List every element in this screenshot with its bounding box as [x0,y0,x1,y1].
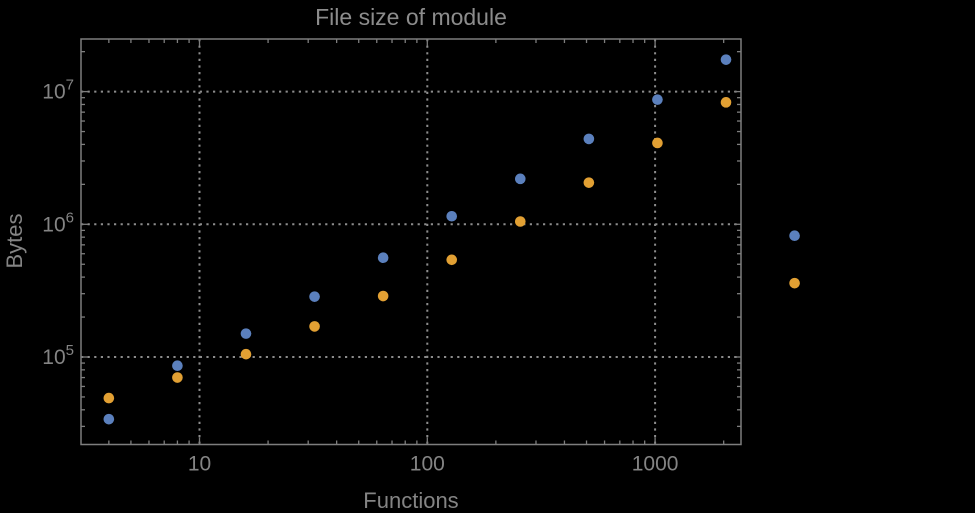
data-point-orange-series [789,277,800,289]
data-point-orange-series [446,254,458,266]
y-tick-label-10e6: 106 [42,209,74,236]
plot-frame [80,38,742,446]
x-tick-label-100: 100 [410,453,445,476]
data-point-blue-series [514,173,526,185]
data-point-blue-series [446,210,458,222]
data-point-blue-series [309,291,320,302]
data-point-blue-series [720,54,732,65]
data-points [103,54,800,425]
data-point-orange-series [377,290,389,302]
chart-title: File size of module [315,4,507,30]
y-tick-label-10e7: 107 [42,77,74,104]
x-tick-label-1000: 1000 [632,453,679,476]
data-point-orange-series [309,321,320,332]
y-tick-label-10e5: 105 [42,342,74,369]
data-point-orange-series [652,137,663,149]
data-point-blue-series [103,413,115,425]
data-point-orange-series [720,97,732,108]
data-point-orange-series [514,216,526,227]
data-point-blue-series [583,133,595,145]
data-point-blue-series [652,94,663,105]
x-tick-label-10: 10 [188,453,211,476]
gridlines [81,39,741,445]
y-axis-label: Bytes [2,213,27,268]
data-point-blue-series [172,360,183,371]
data-point-orange-series [240,348,252,360]
data-point-orange-series [583,177,595,188]
data-point-orange-series [172,372,183,383]
axis-ticks [81,39,741,445]
data-point-orange-series [103,392,115,404]
tick-labels: 10 100 1000 105 106 107 [42,77,678,476]
data-point-blue-series [377,252,389,264]
data-point-blue-series [240,328,252,339]
x-axis-label: Functions [363,488,458,513]
data-point-blue-series [789,230,800,242]
